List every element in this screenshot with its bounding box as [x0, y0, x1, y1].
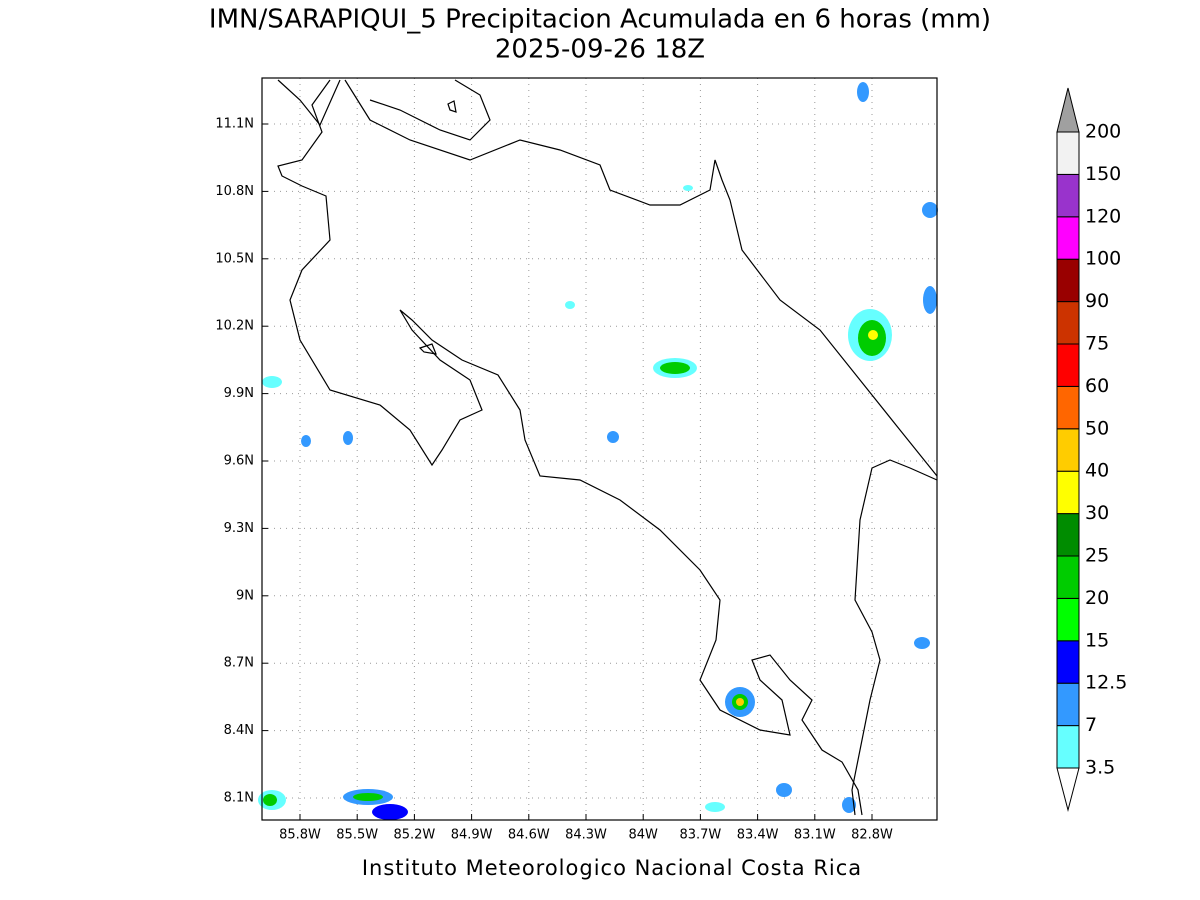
colorbar-label: 75: [1085, 333, 1109, 355]
x-tick-label: 83.7W: [679, 828, 721, 843]
y-tick-label: 8.4N: [224, 723, 254, 738]
colorbar-label: 25: [1085, 545, 1109, 567]
rain-cell: [923, 286, 937, 314]
y-tick-label: 10.2N: [215, 319, 254, 334]
y-tick-label: 8.7N: [224, 656, 254, 671]
nicaragua-coast: [369, 79, 491, 141]
map-frame: [261, 77, 938, 821]
rain-cell: [914, 637, 930, 649]
x-tick-label: 84.9W: [451, 828, 493, 843]
y-tick-label: 9N: [236, 588, 254, 603]
y-tick-label: 9.3N: [224, 521, 254, 536]
colorbar-label: 90: [1085, 290, 1109, 312]
rain-cell: [262, 376, 282, 388]
coastlines: [277, 79, 938, 816]
colorbar-box: [1056, 555, 1080, 599]
colorbar-label: 60: [1085, 375, 1109, 397]
x-tick-label: 84.6W: [508, 828, 550, 843]
y-tick-label: 11.1N: [215, 117, 254, 132]
colorbar-label: 20: [1085, 587, 1109, 609]
colorbar-label: 30: [1085, 502, 1109, 524]
colorbar-label: 3.5: [1085, 757, 1115, 779]
rain-cell: [842, 797, 856, 813]
x-tick-label: 82.8W: [851, 828, 893, 843]
colorbar-box: [1056, 725, 1080, 769]
colorbar-box: [1056, 470, 1080, 515]
y-tick-label: 9.9N: [224, 386, 254, 401]
precipitation: [258, 82, 938, 820]
colorbar-box: [1056, 640, 1080, 684]
subtitle: 2025-09-26 18Z: [495, 35, 705, 65]
x-tick-label: 85.2W: [393, 828, 435, 843]
rain-cell: [660, 362, 690, 374]
colorbar: 3.5 7 12.5 15 20 25 30 40 50 60 75 90 100 120 150 200: [1056, 87, 1127, 812]
colorbar-box: [1056, 682, 1080, 727]
x-tick-label: 83.4W: [737, 828, 779, 843]
colorbar-box: [1056, 597, 1080, 642]
rain-cell: [372, 804, 408, 820]
rain-cell: [353, 793, 383, 801]
rain-cell: [705, 802, 725, 812]
x-tick-label: 85.5W: [336, 828, 378, 843]
x-tick-label: 85.8W: [279, 828, 321, 843]
x-tick-label: 84.3W: [565, 828, 607, 843]
colorbar-label: 12.5: [1085, 672, 1127, 694]
caribbean-coast: [344, 79, 938, 477]
rain-cell: [343, 431, 353, 445]
y-tick-label: 10.8N: [215, 184, 254, 199]
rain-cell: [922, 202, 938, 218]
colorbar-box: [1056, 258, 1080, 303]
colorbar-box: [1056, 301, 1080, 345]
colorbar-box: [1056, 343, 1080, 387]
rain-cell: [607, 431, 619, 443]
rain-cell: [683, 185, 693, 191]
rain-cell: [868, 330, 878, 340]
colorbar-box: [1056, 385, 1080, 430]
caribbean-coast: [277, 79, 341, 127]
colorbar-box: [1056, 216, 1080, 260]
colorbar-box: [1056, 428, 1080, 472]
x-tick-label: 84W: [628, 828, 658, 843]
colorbar-box: [1056, 131, 1080, 175]
colorbar-label: 150: [1085, 163, 1121, 185]
rain-cell: [857, 82, 869, 102]
colorbar-label: 200: [1085, 121, 1121, 143]
rain-cell: [565, 301, 575, 309]
y-tick-label: 10.5N: [215, 251, 254, 266]
x-tick-label: 83.1W: [794, 828, 836, 843]
colorbar-box: [1056, 513, 1080, 557]
colorbar-label: 15: [1085, 629, 1109, 651]
island: [447, 100, 457, 113]
grid: [262, 78, 937, 820]
under-triangle: [1056, 767, 1080, 812]
colorbar-label: 100: [1085, 248, 1121, 270]
rain-cell: [736, 698, 744, 706]
colorbar-label: 40: [1085, 460, 1109, 482]
colorbar-box: [1056, 173, 1080, 218]
rain-cell: [776, 783, 792, 797]
panama-coast: [851, 459, 938, 816]
over-triangle: [1056, 87, 1080, 133]
colorbar-label: 7: [1085, 714, 1097, 736]
footer: Instituto Meteorologico Nacional Costa R…: [362, 856, 862, 880]
title: IMN/SARAPIQUI_5 Precipitacion Acumulada …: [209, 5, 991, 35]
pacific-coast: [277, 79, 863, 816]
y-tick-label: 8.1N: [224, 791, 254, 806]
y-tick-label: 9.6N: [224, 454, 254, 469]
rain-cell: [263, 794, 277, 806]
rain-cell: [301, 435, 311, 447]
colorbar-label: 50: [1085, 417, 1109, 439]
island: [418, 343, 437, 355]
colorbar-label: 120: [1085, 205, 1121, 227]
